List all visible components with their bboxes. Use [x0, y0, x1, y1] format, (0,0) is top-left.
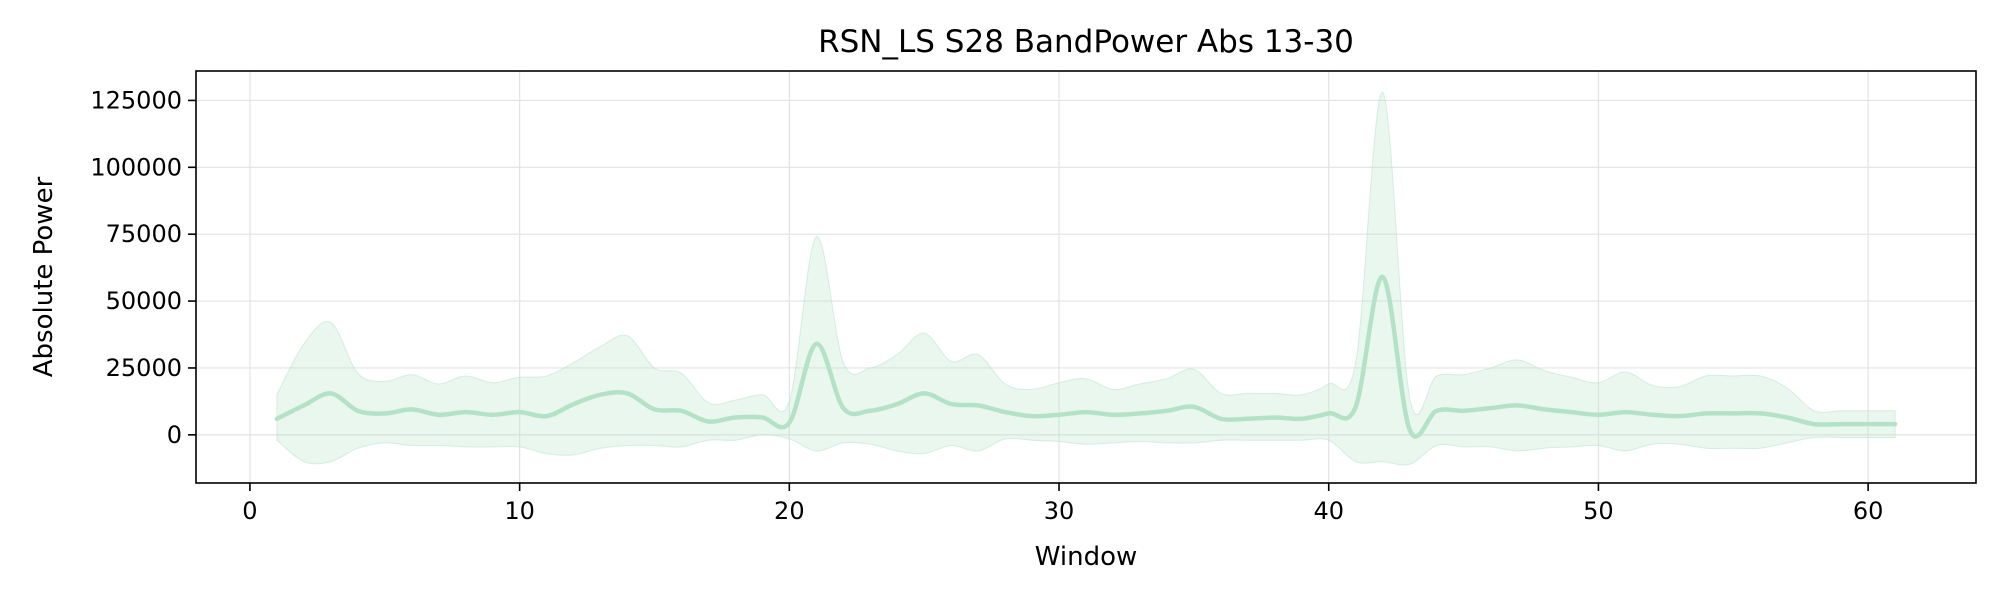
plot-frame — [195, 70, 1977, 484]
y-tick-label: 100000 — [90, 153, 182, 181]
x-tick-label: 50 — [1583, 497, 1614, 525]
y-tick-label: 25000 — [106, 354, 182, 382]
y-tick-label: 75000 — [106, 220, 182, 248]
tick-layer: 0 10 20 30 40 50 60 0 25000 50000 75000 100000 12500… — [90, 86, 1883, 525]
y-tick-label: 0 — [167, 421, 182, 449]
y-tick-label: 125000 — [90, 86, 182, 114]
y-tick-label: 50000 — [106, 287, 182, 315]
band-layer — [276, 91, 1896, 466]
series-0-band — [276, 91, 1896, 466]
x-tick-label: 10 — [504, 497, 535, 525]
y-axis-label: Absolute Power — [29, 176, 59, 377]
x-axis-label: Window — [1035, 542, 1138, 572]
x-tick-label: 60 — [1853, 497, 1884, 525]
x-tick-label: 30 — [1044, 497, 1075, 525]
line-layer — [274, 274, 1898, 439]
x-tick-label: 0 — [242, 497, 257, 525]
x-tick-label: 40 — [1313, 497, 1344, 525]
chart-title: RSN_LS S28 BandPower Abs 13-30 — [818, 24, 1354, 60]
series-0-mean-line — [274, 274, 1898, 439]
grid-layer — [196, 71, 1976, 483]
x-tick-label: 20 — [774, 497, 805, 525]
